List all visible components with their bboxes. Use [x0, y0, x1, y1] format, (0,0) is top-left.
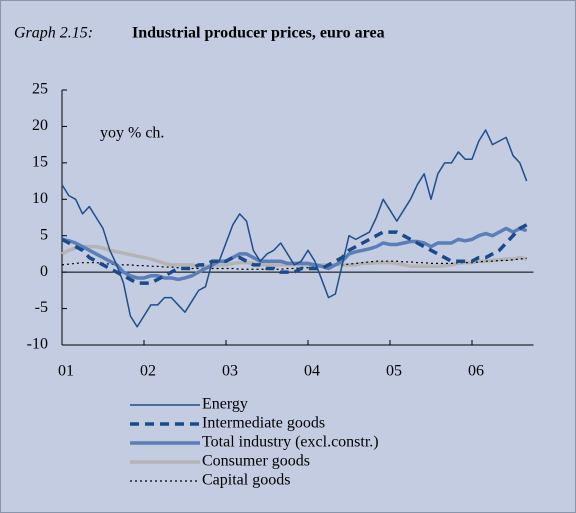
y-tick-label: 15	[32, 154, 48, 171]
x-tick-label: 03	[222, 363, 238, 380]
legend-label: Capital goods	[202, 472, 290, 489]
series-line	[61, 226, 528, 282]
legend-label: Total industry (excl.constr.)	[202, 434, 379, 451]
series-line	[61, 129, 528, 328]
y-tick-label: 25	[32, 81, 48, 98]
y-tick-label: 10	[32, 190, 48, 207]
y-tick-label: 5	[40, 226, 48, 243]
y-tick-label: 20	[32, 117, 48, 134]
graph-label: Graph 2.15:	[14, 25, 93, 42]
x-tick-label: 05	[386, 363, 402, 380]
x-tick-label: 02	[140, 363, 156, 380]
y-tick-label: -10	[27, 336, 48, 353]
series-line	[61, 223, 528, 285]
y-axis-label: yoy % ch.	[100, 125, 164, 142]
x-tick-label: 01	[58, 363, 74, 380]
x-tick-label: 06	[468, 363, 484, 380]
chart-title: Industrial producer prices, euro area	[132, 25, 385, 42]
legend-label: Intermediate goods	[202, 415, 325, 432]
y-tick-label: 0	[40, 263, 48, 280]
x-tick-label: 04	[304, 363, 320, 380]
legend-label: Consumer goods	[202, 453, 310, 470]
y-tick-label: -5	[35, 299, 48, 316]
legend-label: Energy	[202, 396, 248, 413]
